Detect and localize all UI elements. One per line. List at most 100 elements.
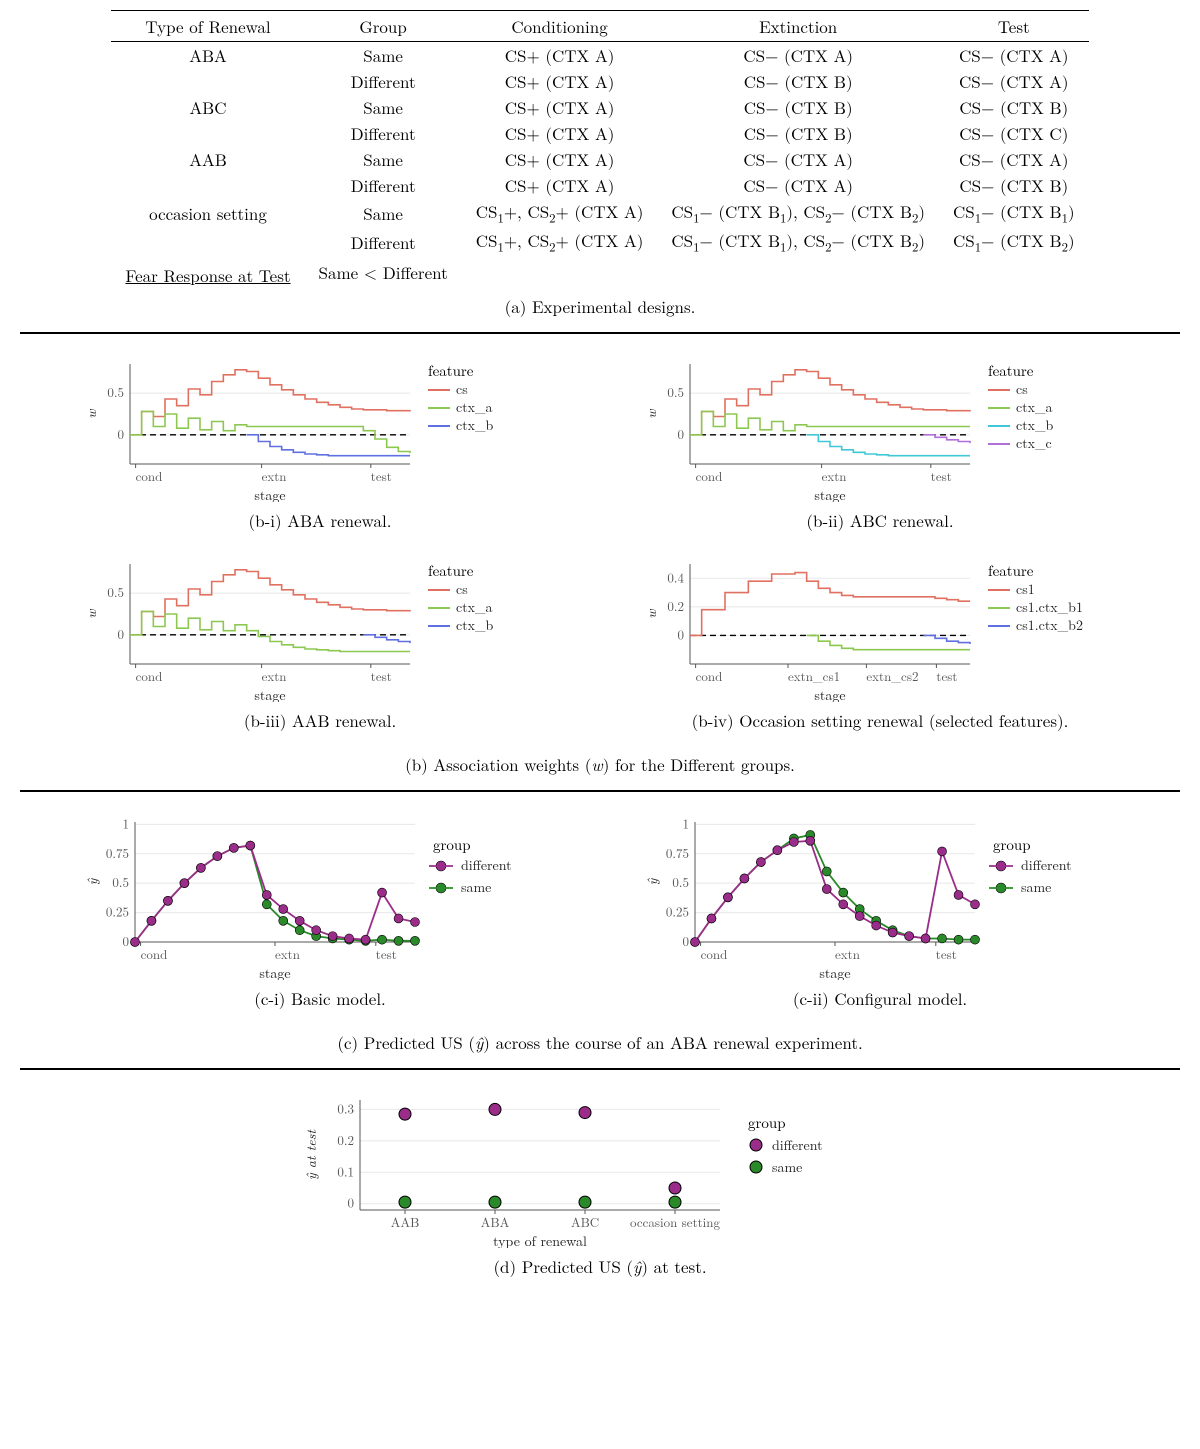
svg-text:0.3: 0.3	[337, 1098, 354, 1117]
svg-text:same: same	[461, 877, 491, 897]
svg-text:extn: extn	[275, 944, 300, 963]
caption-a: (a) Experimental designs.	[20, 294, 1180, 318]
caption-cii: (c-ii) Configural model.	[630, 986, 1130, 1010]
table-header: Test	[939, 11, 1089, 42]
table-cell: ABA	[111, 42, 304, 69]
table-cell: CS1+, CS2+ (CTX A)	[462, 227, 658, 256]
table-cell: Same	[305, 146, 462, 172]
svg-text:cond: cond	[136, 466, 163, 485]
svg-text:different: different	[461, 855, 512, 875]
table-cell: CS+ (CTX A)	[462, 42, 658, 69]
svg-text:0.25: 0.25	[106, 901, 129, 920]
table-cell: CS− (CTX B)	[657, 94, 939, 120]
svg-text:0: 0	[118, 424, 125, 443]
table-cell: CS1− (CTX B1), CS2− (CTX B2)	[657, 227, 939, 256]
svg-text:0: 0	[123, 931, 130, 950]
svg-text:0.5: 0.5	[107, 382, 124, 401]
svg-text:group: group	[433, 834, 471, 855]
svg-text:different: different	[772, 1135, 823, 1155]
caption-d: (d) Predicted US (ŷ) at test.	[280, 1254, 920, 1278]
table-footer-cell	[462, 257, 658, 288]
table-cell: CS1+, CS2+ (CTX A)	[462, 198, 658, 227]
svg-text:0.75: 0.75	[666, 843, 689, 862]
svg-text:occasion setting: occasion setting	[630, 1212, 721, 1231]
table-footer-cell: Fear Response at Test	[111, 257, 304, 288]
table-cell: CS+ (CTX A)	[462, 120, 658, 146]
svg-text:0: 0	[683, 931, 690, 950]
design-table: Type of RenewalGroupConditioningExtincti…	[111, 10, 1088, 288]
svg-text:extn_cs2: extn_cs2	[866, 666, 918, 685]
table-cell: CS− (CTX A)	[939, 42, 1089, 69]
table-cell: Different	[305, 68, 462, 94]
caption-ci: (c-i) Basic model.	[70, 986, 570, 1010]
svg-text:ABC: ABC	[571, 1212, 599, 1231]
table-cell	[111, 68, 304, 94]
caption-bi: (b-i) ABA renewal.	[70, 508, 570, 532]
table-cell: CS− (CTX B)	[657, 68, 939, 94]
table-header: Group	[305, 11, 462, 42]
table-header: Conditioning	[462, 11, 658, 42]
svg-text:feature: feature	[988, 360, 1034, 381]
svg-text:extn: extn	[262, 466, 287, 485]
svg-text:extn: extn	[822, 466, 847, 485]
svg-text:ctx_a: ctx_a	[456, 397, 493, 417]
svg-text:extn: extn	[835, 944, 860, 963]
panel-ci: 00.250.50.751condextntestŷstagegroupdiff…	[70, 810, 570, 1024]
table-footer-cell	[939, 257, 1089, 288]
svg-text:group: group	[993, 834, 1031, 855]
table-cell: CS− (CTX B)	[657, 120, 939, 146]
svg-text:0.2: 0.2	[337, 1130, 354, 1149]
panel-d: 00.10.20.3AABABAABCoccasion settingŷ at …	[280, 1088, 920, 1292]
svg-text:cond: cond	[696, 466, 723, 485]
caption-c: (c) Predicted US (ŷ) across the course o…	[20, 1030, 1180, 1054]
divider	[20, 332, 1180, 334]
svg-text:0: 0	[118, 624, 125, 643]
svg-text:ŷ: ŷ	[82, 877, 102, 885]
svg-text:cond: cond	[136, 666, 163, 685]
svg-text:feature: feature	[988, 560, 1034, 581]
svg-text:cond: cond	[701, 944, 728, 963]
svg-text:0.5: 0.5	[667, 382, 684, 401]
table-footer-cell: Same < Different	[305, 257, 462, 288]
table-cell: CS− (CTX A)	[939, 146, 1089, 172]
table-cell: CS1− (CTX B1), CS2− (CTX B2)	[657, 198, 939, 227]
svg-text:0.2: 0.2	[667, 596, 684, 615]
svg-text:cs: cs	[1016, 379, 1028, 399]
svg-text:test: test	[931, 466, 952, 485]
svg-text:0.25: 0.25	[666, 901, 689, 920]
svg-text:stage: stage	[814, 685, 845, 702]
table-cell: CS+ (CTX A)	[462, 68, 658, 94]
table-cell: Same	[305, 94, 462, 120]
svg-text:ctx_c: ctx_c	[1016, 433, 1052, 453]
table-header: Extinction	[657, 11, 939, 42]
caption-bii: (b-ii) ABC renewal.	[630, 508, 1130, 532]
svg-text:same: same	[1021, 877, 1051, 897]
table-cell: Same	[305, 42, 462, 69]
svg-text:cs: cs	[456, 579, 468, 599]
svg-text:same: same	[772, 1157, 802, 1177]
table-cell: CS− (CTX C)	[939, 120, 1089, 146]
table-cell: CS+ (CTX A)	[462, 94, 658, 120]
svg-text:AAB: AAB	[391, 1212, 420, 1231]
svg-text:ABA: ABA	[481, 1212, 510, 1231]
svg-text:extn_cs1: extn_cs1	[788, 666, 840, 685]
svg-text:test: test	[371, 466, 392, 485]
svg-text:w: w	[641, 608, 661, 618]
svg-text:ctx_b: ctx_b	[456, 415, 494, 435]
divider	[20, 1068, 1180, 1070]
table-cell: CS+ (CTX A)	[462, 172, 658, 198]
svg-text:ŷ: ŷ	[642, 877, 662, 885]
svg-text:extn: extn	[262, 666, 287, 685]
svg-text:group: group	[748, 1112, 786, 1133]
svg-text:0.1: 0.1	[337, 1161, 354, 1180]
table-cell: CS− (CTX A)	[657, 146, 939, 172]
svg-text:0: 0	[678, 424, 685, 443]
table-cell: CS− (CTX A)	[657, 172, 939, 198]
svg-text:test: test	[376, 944, 397, 963]
table-footer-cell	[657, 257, 939, 288]
svg-text:test: test	[936, 666, 957, 685]
table-cell: CS− (CTX B)	[939, 172, 1089, 198]
svg-text:cs1.ctx_b1: cs1.ctx_b1	[1016, 597, 1083, 617]
svg-text:cs1.ctx_b2: cs1.ctx_b2	[1016, 615, 1083, 635]
table-cell	[111, 172, 304, 198]
